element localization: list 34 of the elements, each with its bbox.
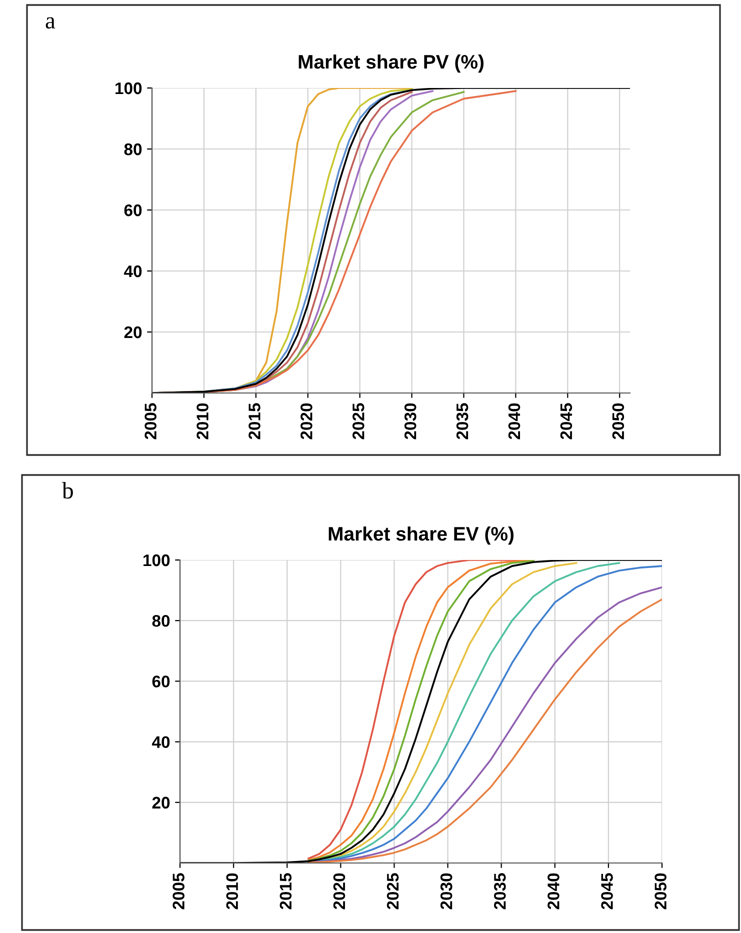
y-tick-label: 80 <box>124 143 142 156</box>
x-tick-label: 2025 <box>386 873 399 910</box>
y-tick-label: 80 <box>152 615 170 627</box>
x-tick-label: 2050 <box>612 403 624 440</box>
y-tick-label: 100 <box>116 82 142 94</box>
x-tick-label: 2045 <box>560 403 572 440</box>
text: a <box>46 17 56 29</box>
y-tick-label: 40 <box>152 736 170 748</box>
x-tick-label: 2035 <box>494 873 506 910</box>
y-tick-label: 20 <box>124 326 142 338</box>
x-tick-label: 2005 <box>172 873 184 910</box>
x-tick-label: 2040 <box>548 873 560 910</box>
x-tick-label: 2010 <box>196 403 208 440</box>
x-tick-label: 2035 <box>456 403 468 440</box>
x-tick-label: 2010 <box>226 873 238 910</box>
x-tick-label: 2030 <box>404 403 416 440</box>
y-tick-label: 60 <box>124 204 142 216</box>
y-tick-label: 20 <box>152 796 170 809</box>
text: b <box>62 482 73 499</box>
x-tick-label: 2015 <box>280 873 292 910</box>
x-tick-label: 2040 <box>508 403 520 440</box>
x-tick-label: 2050 <box>654 873 666 910</box>
x-tick-label: 2020 <box>333 873 346 910</box>
y-tick-label: 60 <box>152 676 170 688</box>
x-tick-label: 2020 <box>300 403 312 440</box>
x-tick-label: 2045 <box>601 873 613 910</box>
chart-title: Market share PV (%) <box>298 54 484 73</box>
chart-title: Market share EV (%) <box>328 526 514 545</box>
x-tick-label: 2030 <box>440 873 452 910</box>
x-tick-label: 2005 <box>144 403 156 440</box>
x-tick-label: 2015 <box>248 403 260 440</box>
y-tick-label: 40 <box>124 265 142 278</box>
y-tick-label: 100 <box>144 554 170 566</box>
x-tick-label: 2025 <box>352 403 364 440</box>
